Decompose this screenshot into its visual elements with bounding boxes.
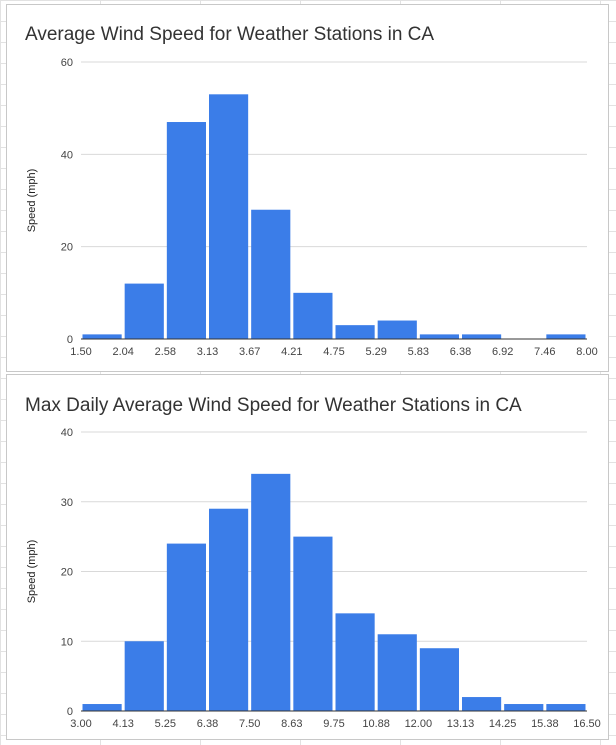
histogram-bar [335,613,375,711]
chart-panel-max-daily-wind: Max Daily Average Wind Speed for Weather… [6,374,609,740]
histogram-bar [293,292,333,339]
y-tick-label: 20 [61,242,73,254]
histogram-bar [462,334,502,339]
x-tick-label: 8.00 [576,346,597,358]
y-tick-label: 60 [61,57,73,69]
histogram-bar [419,648,459,711]
x-tick-label: 3.00 [70,718,91,730]
histogram-bar [82,704,122,711]
histogram-bar [82,334,122,339]
y-axis-label: Speed (mph) [26,540,38,604]
histogram-bar [124,641,164,711]
histogram-bar [377,634,417,711]
histogram-bar [209,508,249,711]
histogram-bar [124,283,164,339]
x-tick-label: 1.50 [70,346,91,358]
chart-panel-average-wind: Average Wind Speed for Weather Stations … [6,4,609,372]
x-tick-label: 16.50 [573,718,601,730]
x-tick-label: 6.92 [492,346,513,358]
x-tick-label: 15.38 [531,718,559,730]
x-tick-label: 2.04 [112,346,133,358]
histogram-bar [546,334,586,339]
x-tick-label: 4.21 [281,346,302,358]
histogram-bar [251,209,291,339]
x-tick-label: 3.13 [197,346,218,358]
y-tick-label: 0 [67,334,73,346]
x-tick-label: 12.00 [405,718,433,730]
x-tick-label: 7.46 [534,346,555,358]
x-tick-label: 2.58 [155,346,176,358]
histogram-bar [251,473,291,711]
histogram-bar [209,94,249,339]
histogram-bar [166,122,206,340]
y-tick-label: 20 [61,567,73,579]
histogram-bar [335,325,375,339]
y-tick-label: 40 [61,427,73,439]
x-tick-label: 13.13 [447,718,475,730]
x-tick-label: 5.29 [365,346,386,358]
chart-max-daily-wind-speed: Max Daily Average Wind Speed for Weather… [25,395,601,730]
x-tick-label: 4.75 [323,346,344,358]
x-tick-label: 6.38 [450,346,471,358]
y-tick-label: 10 [61,636,73,648]
histogram-bar [462,697,502,711]
x-tick-label: 14.25 [489,718,517,730]
x-tick-label: 6.38 [197,718,218,730]
histogram-bar [546,704,586,711]
x-tick-label: 9.75 [323,718,344,730]
x-tick-label: 3.67 [239,346,260,358]
y-axis-label: Speed (mph) [26,169,38,233]
x-tick-label: 5.83 [408,346,429,358]
histogram-bar [504,704,544,711]
histogram-bar [293,536,333,711]
x-tick-label: 10.88 [362,718,390,730]
y-tick-label: 40 [61,149,73,161]
x-tick-label: 8.63 [281,718,302,730]
histogram-bar [377,320,417,339]
x-tick-label: 5.25 [155,718,176,730]
x-tick-label: 7.50 [239,718,260,730]
chart-title: Max Daily Average Wind Speed for Weather… [25,395,522,416]
histogram-bar [419,334,459,339]
chart-title: Average Wind Speed for Weather Stations … [25,24,434,45]
y-tick-label: 30 [61,497,73,509]
x-tick-label: 4.13 [112,718,133,730]
chart-average-wind-speed: Average Wind Speed for Weather Stations … [25,24,598,358]
y-tick-label: 0 [67,706,73,718]
histogram-bar [166,543,206,711]
